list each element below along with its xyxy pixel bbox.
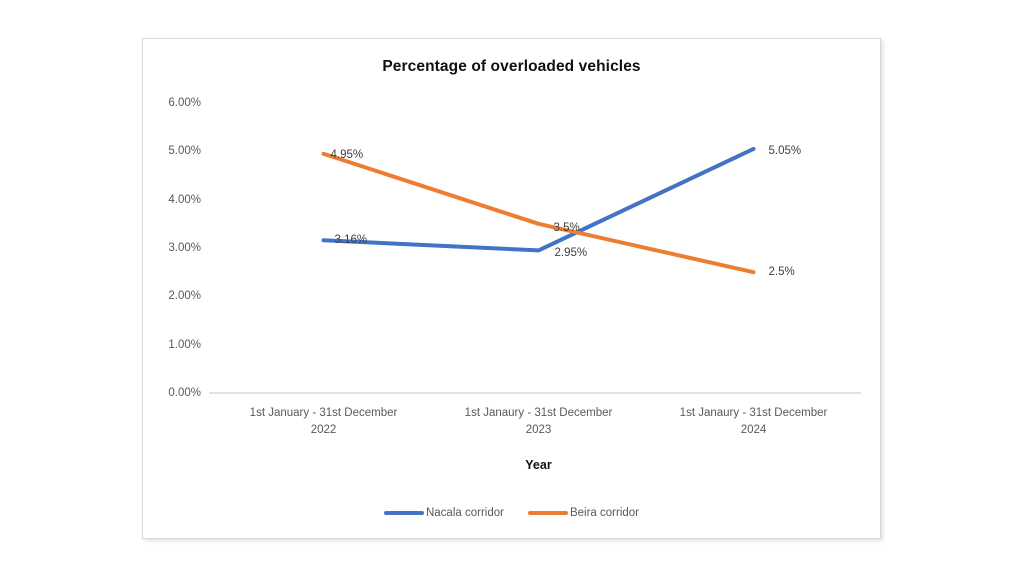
chart-title: Percentage of overloaded vehicles	[382, 58, 641, 75]
legend-line-swatch	[383, 511, 424, 515]
y-tick-label: 6.00%	[168, 97, 201, 109]
y-tick-label: 2.00%	[168, 290, 201, 303]
y-tick-label: 1.00%	[168, 338, 201, 351]
data-label-beira-0: 4.95%	[330, 148, 364, 161]
y-tick-label: 0.00%	[168, 387, 201, 399]
legend-line-swatch	[527, 511, 568, 515]
y-tick-label: 4.00%	[168, 193, 201, 206]
data-label-nacala-0: 3.16%	[334, 234, 368, 247]
legend-label: Nacala corridor	[425, 507, 504, 519]
series-line-0	[321, 146, 756, 253]
x-tick-label: 1st Janaury - 31st December 2023	[464, 407, 613, 436]
x-tick-label: 1st Janaury - 31st December 2024	[679, 407, 828, 436]
chart-container: Percentage of overloaded vehicles 0.00% 1…	[142, 38, 881, 539]
series-line-1	[321, 151, 756, 275]
y-tick-label: 5.00%	[168, 145, 201, 158]
legend-item-beira: Beira corridor	[527, 505, 639, 521]
x-axis-title: Year	[525, 458, 552, 472]
data-label-nacala-1: 2.95%	[554, 247, 588, 260]
x-tick-label: 1st January - 31st December 2022	[249, 407, 398, 436]
data-label-nacala-2: 5.05%	[768, 144, 802, 157]
chart-legend: Nacala corridor Beira corridor	[143, 505, 880, 521]
data-label-beira-2: 2.5%	[768, 266, 795, 279]
plot-area	[209, 146, 861, 394]
data-label-beira-1: 3.5%	[553, 221, 580, 234]
legend-item-nacala: Nacala corridor	[383, 505, 504, 521]
y-tick-label: 3.00%	[168, 242, 201, 254]
legend-label: Beira corridor	[569, 507, 639, 519]
